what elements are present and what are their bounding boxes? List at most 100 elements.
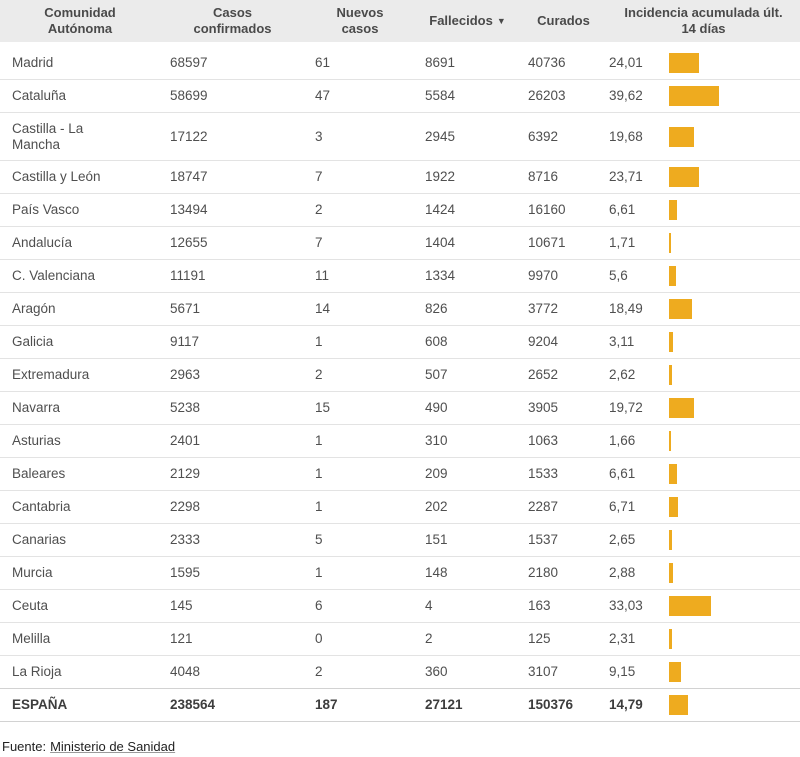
table-row: Castilla - La Mancha 17122 3 2945 6392 1… — [0, 112, 800, 161]
cell-region-name: La Rioja — [0, 655, 160, 689]
cell-casos-confirmados: 18747 — [160, 160, 305, 194]
cell-curados: 16160 — [520, 193, 607, 227]
cell-casos-confirmados: 145 — [160, 589, 305, 623]
cell-curados: 2287 — [520, 490, 607, 524]
cell-casos-confirmados: 2963 — [160, 358, 305, 392]
cell-curados: 3905 — [520, 391, 607, 425]
table-row: Melilla 121 0 2 125 2,31 — [0, 622, 800, 656]
cell-fallecidos: 1424 — [415, 193, 520, 227]
cell-nuevos-casos: 61 — [305, 44, 415, 80]
cell-curados: 3772 — [520, 292, 607, 326]
cell-region-name: ESPAÑA — [0, 688, 160, 722]
cell-incidencia: 2,65 — [607, 523, 669, 557]
column-header-label: Autónoma — [47, 21, 113, 36]
cell-nuevos-casos: 47 — [305, 79, 415, 113]
cell-incidencia: 19,68 — [607, 112, 669, 161]
cell-incidencia: 33,03 — [607, 589, 669, 623]
cell-incidencia-bar — [669, 259, 800, 293]
cell-incidencia: 2,62 — [607, 358, 669, 392]
cell-nuevos-casos: 2 — [305, 193, 415, 227]
cell-curados: 1537 — [520, 523, 607, 557]
cell-incidencia-bar — [669, 292, 800, 326]
cell-incidencia: 14,79 — [607, 688, 669, 722]
cell-incidencia-bar — [669, 688, 800, 722]
cell-region-name: Asturias — [0, 424, 160, 458]
cell-casos-confirmados: 4048 — [160, 655, 305, 689]
cell-fallecidos: 4 — [415, 589, 520, 623]
column-header-nuevos-casos[interactable]: Nuevos casos — [305, 0, 415, 47]
column-header-label: confirmados — [193, 21, 272, 36]
cell-nuevos-casos: 11 — [305, 259, 415, 293]
sort-desc-icon[interactable]: ▼ — [496, 15, 506, 26]
cell-incidencia: 5,6 — [607, 259, 669, 293]
cell-nuevos-casos: 1 — [305, 424, 415, 458]
table-row: Aragón 5671 14 826 3772 18,49 — [0, 292, 800, 326]
cell-curados: 8716 — [520, 160, 607, 194]
cell-curados: 6392 — [520, 112, 607, 161]
table-row: Galicia 9117 1 608 9204 3,11 — [0, 325, 800, 359]
incidence-bar — [669, 332, 673, 352]
cell-fallecidos: 1922 — [415, 160, 520, 194]
column-header-incidencia[interactable]: Incidencia acumulada últ. 14 días — [607, 0, 800, 47]
column-header-label: Casos — [212, 5, 253, 20]
cell-fallecidos: 148 — [415, 556, 520, 590]
table-row: Canarias 2333 5 151 1537 2,65 — [0, 523, 800, 557]
data-table: Comunidad Autónoma Casos confirmados Nue… — [0, 0, 800, 722]
cell-nuevos-casos: 1 — [305, 457, 415, 491]
table-row: Cantabria 2298 1 202 2287 6,71 — [0, 490, 800, 524]
cell-nuevos-casos: 14 — [305, 292, 415, 326]
cell-casos-confirmados: 1595 — [160, 556, 305, 590]
cell-region-name: Canarias — [0, 523, 160, 557]
cell-incidencia-bar — [669, 226, 800, 260]
incidence-bar — [669, 365, 673, 385]
column-header-fallecidos[interactable]: Fallecidos ▼ — [415, 0, 520, 47]
cell-nuevos-casos: 1 — [305, 490, 415, 524]
cell-fallecidos: 5584 — [415, 79, 520, 113]
cell-nuevos-casos: 3 — [305, 112, 415, 161]
cell-curados: 10671 — [520, 226, 607, 260]
cell-nuevos-casos: 15 — [305, 391, 415, 425]
table-row: Cataluña 58699 47 5584 26203 39,62 — [0, 79, 800, 113]
cell-incidencia-bar — [669, 556, 800, 590]
source-link[interactable]: Ministerio de Sanidad — [50, 739, 176, 754]
incidence-bar — [669, 86, 719, 106]
cell-casos-confirmados: 58699 — [160, 79, 305, 113]
cell-fallecidos: 209 — [415, 457, 520, 491]
cell-casos-confirmados: 238564 — [160, 688, 305, 722]
table-row: Castilla y León 18747 7 1922 8716 23,71 — [0, 160, 800, 194]
cell-region-name: Aragón — [0, 292, 160, 326]
cell-curados: 1533 — [520, 457, 607, 491]
cell-casos-confirmados: 5671 — [160, 292, 305, 326]
incidence-bar — [669, 497, 678, 517]
cell-curados: 1063 — [520, 424, 607, 458]
cell-nuevos-casos: 5 — [305, 523, 415, 557]
column-header-comunidad-autonoma[interactable]: Comunidad Autónoma — [0, 0, 160, 47]
table-body: Madrid 68597 61 8691 40736 24,01 Cataluñ… — [0, 44, 800, 722]
cell-casos-confirmados: 2333 — [160, 523, 305, 557]
incidence-bar — [669, 431, 672, 451]
table-row: Baleares 2129 1 209 1533 6,61 — [0, 457, 800, 491]
cell-region-name: País Vasco — [0, 193, 160, 227]
cell-fallecidos: 2945 — [415, 112, 520, 161]
incidence-bar — [669, 167, 699, 187]
cell-fallecidos: 2 — [415, 622, 520, 656]
cell-incidencia: 18,49 — [607, 292, 669, 326]
cell-nuevos-casos: 1 — [305, 325, 415, 359]
cell-incidencia: 19,72 — [607, 391, 669, 425]
column-header-curados[interactable]: Curados — [520, 0, 607, 47]
cell-incidencia-bar — [669, 44, 800, 80]
incidence-bar — [669, 299, 693, 319]
cell-incidencia-bar — [669, 193, 800, 227]
cell-incidencia-bar — [669, 325, 800, 359]
table-row: C. Valenciana 11191 11 1334 9970 5,6 — [0, 259, 800, 293]
table-row: Asturias 2401 1 310 1063 1,66 — [0, 424, 800, 458]
cell-incidencia-bar — [669, 490, 800, 524]
table-row: La Rioja 4048 2 360 3107 9,15 — [0, 655, 800, 689]
cell-region-name: Andalucía — [0, 226, 160, 260]
incidence-bar — [669, 695, 688, 715]
cell-curados: 26203 — [520, 79, 607, 113]
cell-casos-confirmados: 11191 — [160, 259, 305, 293]
column-header-casos-confirmados[interactable]: Casos confirmados — [160, 0, 305, 47]
cell-region-name: Castilla - La Mancha — [0, 112, 160, 161]
cell-incidencia-bar — [669, 589, 800, 623]
